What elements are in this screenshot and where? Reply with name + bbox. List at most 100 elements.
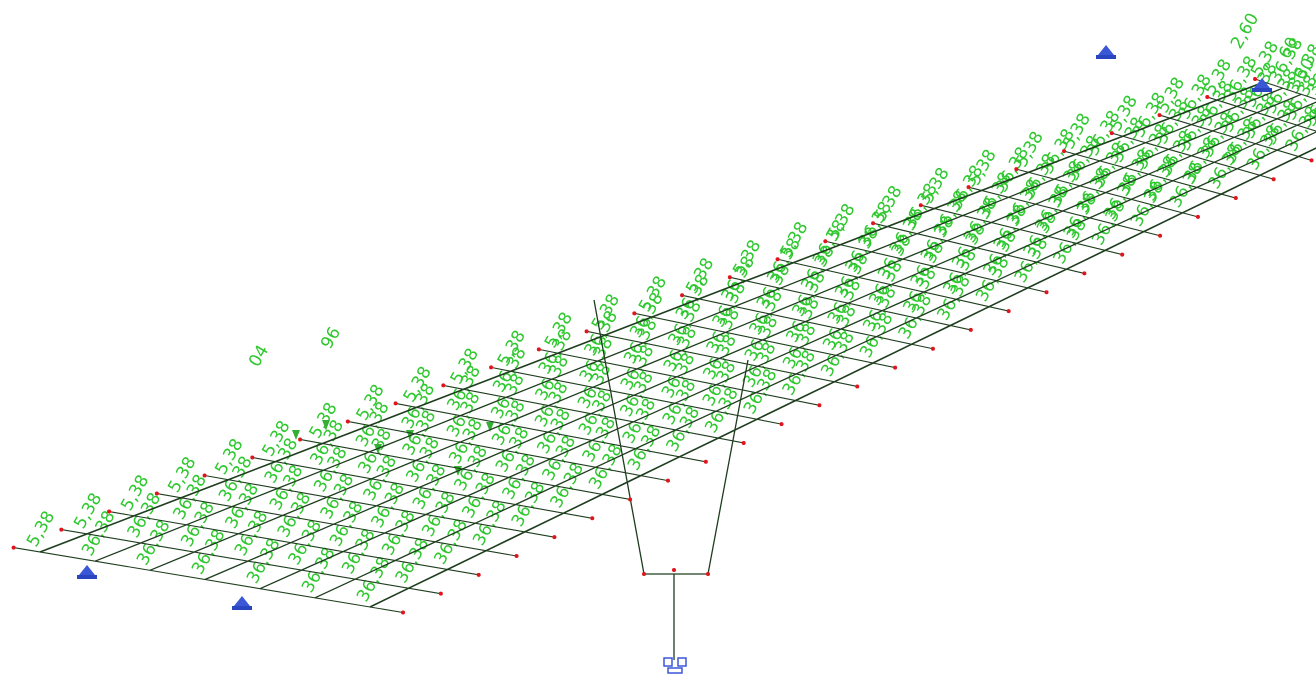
grid-node[interactable]	[1271, 177, 1276, 182]
grid-node[interactable]	[823, 239, 828, 244]
grid-node[interactable]	[11, 545, 16, 550]
grid-node[interactable]	[1014, 167, 1019, 172]
hinged-support-icon[interactable]	[232, 596, 252, 610]
cross-beam[interactable]	[872, 222, 1085, 274]
hinged-support-icon[interactable]	[1096, 45, 1116, 59]
cross-beam[interactable]	[1207, 96, 1316, 141]
cross-beam[interactable]	[729, 276, 971, 331]
grid-node[interactable]	[741, 440, 746, 445]
cross-beam[interactable]	[1063, 150, 1236, 199]
grid-node[interactable]	[514, 553, 519, 558]
load-value-label: 2,60	[1227, 10, 1263, 53]
cross-beam[interactable]	[968, 186, 1161, 237]
load-value-label: 04	[245, 342, 273, 371]
grid-node[interactable]	[817, 403, 822, 408]
cross-beam[interactable]	[299, 438, 631, 501]
load-value-label: 5,38	[635, 273, 671, 316]
cross-beam[interactable]	[156, 492, 517, 557]
grid-node[interactable]	[665, 478, 670, 483]
cross-beam[interactable]	[347, 420, 669, 482]
grid-node[interactable]	[1205, 95, 1210, 100]
cross-beam[interactable]	[490, 366, 782, 425]
grid-node[interactable]	[779, 422, 784, 427]
grid-node[interactable]	[930, 346, 935, 351]
grid-node[interactable]	[1158, 233, 1163, 238]
grid-node[interactable]	[250, 455, 255, 460]
grid-node[interactable]	[706, 572, 710, 576]
cross-beam[interactable]	[1016, 168, 1199, 218]
nodal-load-arrow-icon	[292, 430, 300, 440]
cross-beam[interactable]	[395, 402, 706, 463]
cross-beam[interactable]	[1111, 132, 1274, 180]
grid-node[interactable]	[1006, 309, 1011, 314]
cross-beam[interactable]	[443, 384, 744, 444]
grid-node[interactable]	[202, 473, 207, 478]
grid-node[interactable]	[584, 329, 589, 334]
grid-node[interactable]	[59, 527, 64, 532]
pier-frame[interactable]	[593, 299, 749, 575]
cross-beam[interactable]	[825, 240, 1047, 293]
grid-node[interactable]	[727, 275, 732, 280]
grid-node[interactable]	[1195, 214, 1200, 219]
fixed-support-icon[interactable]	[663, 657, 687, 674]
cross-beam[interactable]	[586, 330, 858, 387]
load-value-label: 5,38	[729, 237, 765, 280]
grid-node[interactable]	[1233, 196, 1238, 201]
cross-beam[interactable]	[538, 348, 820, 406]
load-value-label: 96	[317, 324, 345, 353]
cross-beam[interactable]	[13, 547, 404, 614]
hinged-support-icon[interactable]	[1252, 78, 1272, 92]
grid-node[interactable]	[476, 572, 481, 577]
grid-node[interactable]	[438, 591, 443, 596]
grid-node[interactable]	[871, 221, 876, 226]
grid-node[interactable]	[489, 365, 494, 370]
grid-node[interactable]	[1157, 113, 1162, 118]
grid-node[interactable]	[1044, 290, 1049, 295]
nodal-load-arrow-icon	[486, 422, 494, 432]
cross-beam[interactable]	[61, 529, 441, 595]
grid-node[interactable]	[855, 384, 860, 389]
grid-node[interactable]	[918, 203, 923, 208]
grid-node[interactable]	[1253, 77, 1258, 82]
grid-node[interactable]	[1109, 131, 1114, 136]
grid-node[interactable]	[775, 257, 780, 262]
cross-beam[interactable]	[1254, 78, 1316, 123]
load-value-label: 5,38	[588, 291, 624, 334]
nodal-load-arrow-icon	[322, 420, 330, 430]
grid-node[interactable]	[968, 327, 973, 332]
grid-node[interactable]	[703, 459, 708, 464]
grid-node[interactable]	[1082, 271, 1087, 276]
grid-node[interactable]	[401, 610, 405, 615]
grid-node[interactable]	[1062, 149, 1067, 154]
load-value-label: 5,38	[682, 255, 718, 298]
cross-beam[interactable]	[1159, 114, 1312, 161]
grid-node[interactable]	[632, 311, 637, 316]
grid-node[interactable]	[552, 535, 557, 540]
cross-beam[interactable]	[920, 204, 1123, 256]
grid-node[interactable]	[893, 365, 898, 370]
grid-node[interactable]	[1120, 252, 1125, 257]
hinged-support-icon[interactable]	[77, 565, 97, 579]
grid-node[interactable]	[536, 347, 541, 352]
grid-node[interactable]	[590, 516, 595, 521]
grid-node[interactable]	[966, 185, 971, 190]
grid-node[interactable]	[298, 437, 303, 442]
grid-node[interactable]	[642, 572, 646, 576]
cross-beam[interactable]	[777, 258, 1009, 312]
grid-node[interactable]	[680, 293, 685, 298]
cross-beam[interactable]	[204, 474, 555, 538]
cross-beam[interactable]	[681, 294, 934, 350]
grid-node[interactable]	[628, 497, 633, 502]
grid-node[interactable]	[107, 509, 112, 514]
grid-node[interactable]	[672, 568, 676, 572]
cross-beam[interactable]	[252, 456, 593, 519]
grid-node[interactable]	[393, 401, 398, 406]
grid-node[interactable]	[154, 491, 159, 496]
cross-beam[interactable]	[109, 511, 479, 576]
cross-beam[interactable]	[634, 312, 896, 369]
grid-node[interactable]	[345, 419, 350, 424]
load-value-label: 5,38	[776, 218, 812, 261]
grid-node[interactable]	[441, 383, 446, 388]
grid-node[interactable]	[1309, 158, 1314, 163]
